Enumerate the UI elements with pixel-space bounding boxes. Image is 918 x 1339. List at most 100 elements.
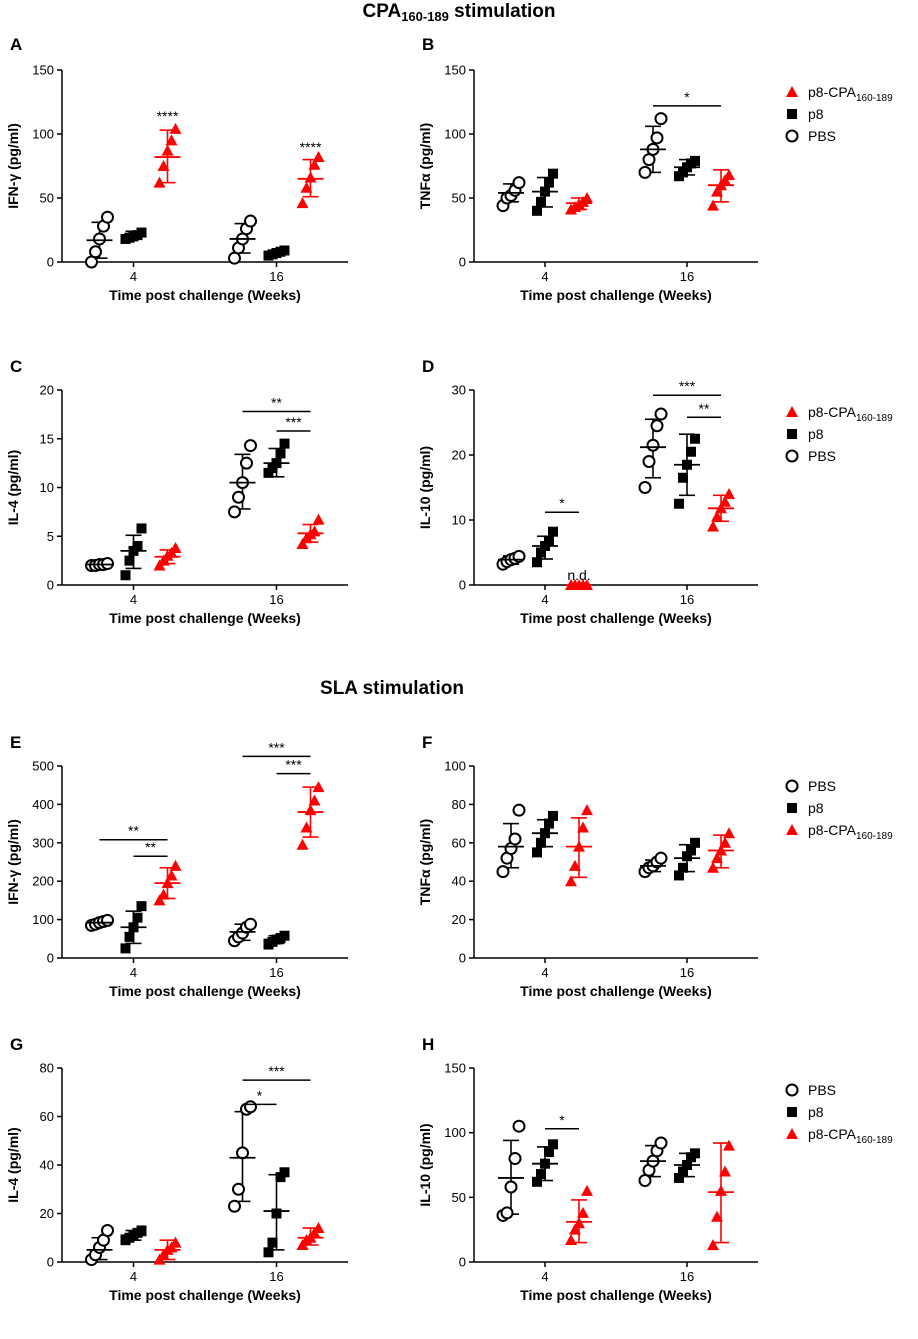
significance-label: ***: [268, 1063, 285, 1079]
data-point-pbs: [512, 803, 526, 817]
data-point-p8: [678, 167, 688, 178]
y-tick-label: 50: [452, 1190, 466, 1205]
series-p8: [120, 438, 290, 581]
legend-marker-p8cpa: [786, 406, 798, 417]
y-axis-label: IFN-γ (pg/ml): [5, 123, 21, 209]
significance-label: ***: [285, 414, 302, 430]
series-p8cpa: [565, 168, 735, 215]
y-tick-label: 20: [452, 448, 466, 463]
legend-4: PBS p8 p8-CPA160-189: [785, 1082, 893, 1146]
data-point-pbs: [504, 1180, 518, 1194]
data-point-p8: [678, 1166, 688, 1177]
x-tick-label: 4: [130, 1269, 137, 1284]
legend-label-pbs: PBS: [808, 778, 836, 794]
legend-label-p8cpa: p8-CPA160-189: [808, 84, 893, 104]
series-p8: [532, 433, 700, 568]
data-point-p8cpa: [153, 894, 166, 906]
y-tick-label: 100: [32, 912, 54, 927]
data-point-p8: [124, 931, 135, 942]
y-tick-label: 100: [444, 1125, 466, 1140]
data-point-p8cpa: [169, 859, 182, 871]
panel-label-c: C: [10, 357, 22, 376]
data-point-p8cpa: [711, 510, 723, 522]
panel-c: C 0 5 10 15 20 4 16 Time post challenge (Weeks) I…: [5, 357, 348, 626]
data-point-pbs: [508, 1152, 522, 1166]
data-point-pbs: [244, 214, 257, 228]
data-point-p8cpa: [312, 513, 325, 525]
y-tick-label: 0: [459, 1255, 466, 1270]
y-tick-label: 40: [452, 874, 466, 889]
legend-marker-p8cpa: [786, 1128, 798, 1139]
series-p8: [532, 1139, 700, 1187]
data-point-pbs: [244, 1100, 257, 1114]
x-axis-label: Time post challenge (Weeks): [520, 983, 712, 999]
legend-label-p8: p8: [808, 106, 824, 122]
data-point-p8cpa: [707, 199, 719, 211]
data-point-p8: [132, 541, 143, 551]
data-point-p8: [124, 555, 135, 566]
y-tick-label: 80: [452, 797, 466, 812]
significance-label: *: [559, 495, 565, 511]
y-tick-label: 0: [459, 951, 466, 966]
data-point-p8cpa: [169, 541, 182, 553]
panel-label-b: B: [422, 35, 434, 54]
data-point-p8: [136, 1225, 147, 1236]
y-tick-label: 0: [47, 1255, 54, 1270]
data-point-pbs: [508, 832, 522, 846]
legend-marker-p8: [787, 109, 797, 119]
significance-label: **: [145, 839, 156, 855]
data-point-pbs: [101, 1223, 114, 1237]
x-tick-label: 16: [680, 1269, 694, 1284]
series-p8: [120, 901, 290, 954]
data-point-p8: [271, 1208, 282, 1219]
y-tick-label: 150: [444, 63, 466, 78]
data-point-p8: [544, 535, 554, 546]
legend-label-p8: p8: [808, 1104, 824, 1120]
data-point-pbs: [236, 1146, 249, 1160]
data-point-p8cpa: [565, 875, 577, 887]
data-point-p8cpa: [169, 1236, 182, 1248]
series-p8: [532, 155, 700, 216]
y-tick-label: 500: [32, 759, 54, 774]
data-point-p8cpa: [723, 168, 735, 180]
legend-label-p8: p8: [808, 800, 824, 816]
significance-label: **: [271, 394, 282, 410]
legend-marker-pbs: [785, 1083, 799, 1097]
y-axis-label: IL-10 (pg/ml): [417, 446, 433, 529]
data-point-p8: [279, 1167, 290, 1178]
y-tick-label: 0: [47, 578, 54, 593]
data-point-p8cpa: [581, 1184, 593, 1196]
x-tick-label: 16: [269, 592, 283, 607]
data-point-pbs: [240, 456, 253, 470]
y-tick-label: 20: [40, 383, 54, 398]
y-axis-label: TNFα (pg/ml): [417, 123, 433, 209]
data-point-p8: [678, 472, 688, 483]
data-point-p8cpa: [577, 821, 589, 833]
significance-label: ***: [285, 757, 302, 773]
data-point-p8cpa: [569, 859, 581, 871]
legend-3: PBS p8 p8-CPA160-189: [785, 778, 893, 842]
legend-marker-pbs: [785, 449, 799, 463]
data-point-pbs: [512, 1119, 526, 1133]
data-point-p8cpa: [308, 158, 321, 170]
x-tick-label: 16: [680, 269, 694, 284]
data-point-p8: [532, 205, 542, 216]
series-p8cpa: [153, 781, 325, 906]
x-axis-label: Time post challenge (Weeks): [520, 287, 712, 303]
legend-label-pbs: PBS: [808, 1082, 836, 1098]
legend-label-p8cpa: p8-CPA160-189: [808, 1126, 893, 1146]
panel-label-g: G: [10, 1035, 23, 1054]
data-point-pbs: [93, 232, 106, 246]
x-tick-label: 16: [269, 1269, 283, 1284]
data-point-p8cpa: [312, 781, 325, 793]
panel-g: G 0 20 40 60 80 4 16 Time post challenge (Weeks)…: [5, 1035, 348, 1303]
data-point-pbs: [101, 210, 114, 224]
data-point-pbs: [638, 165, 652, 179]
data-point-p8cpa: [300, 181, 313, 193]
x-tick-label: 4: [541, 592, 548, 607]
data-point-p8cpa: [161, 144, 174, 156]
data-point-p8: [548, 168, 558, 179]
y-tick-label: 300: [32, 835, 54, 850]
series-p8cpa: [153, 1222, 325, 1265]
